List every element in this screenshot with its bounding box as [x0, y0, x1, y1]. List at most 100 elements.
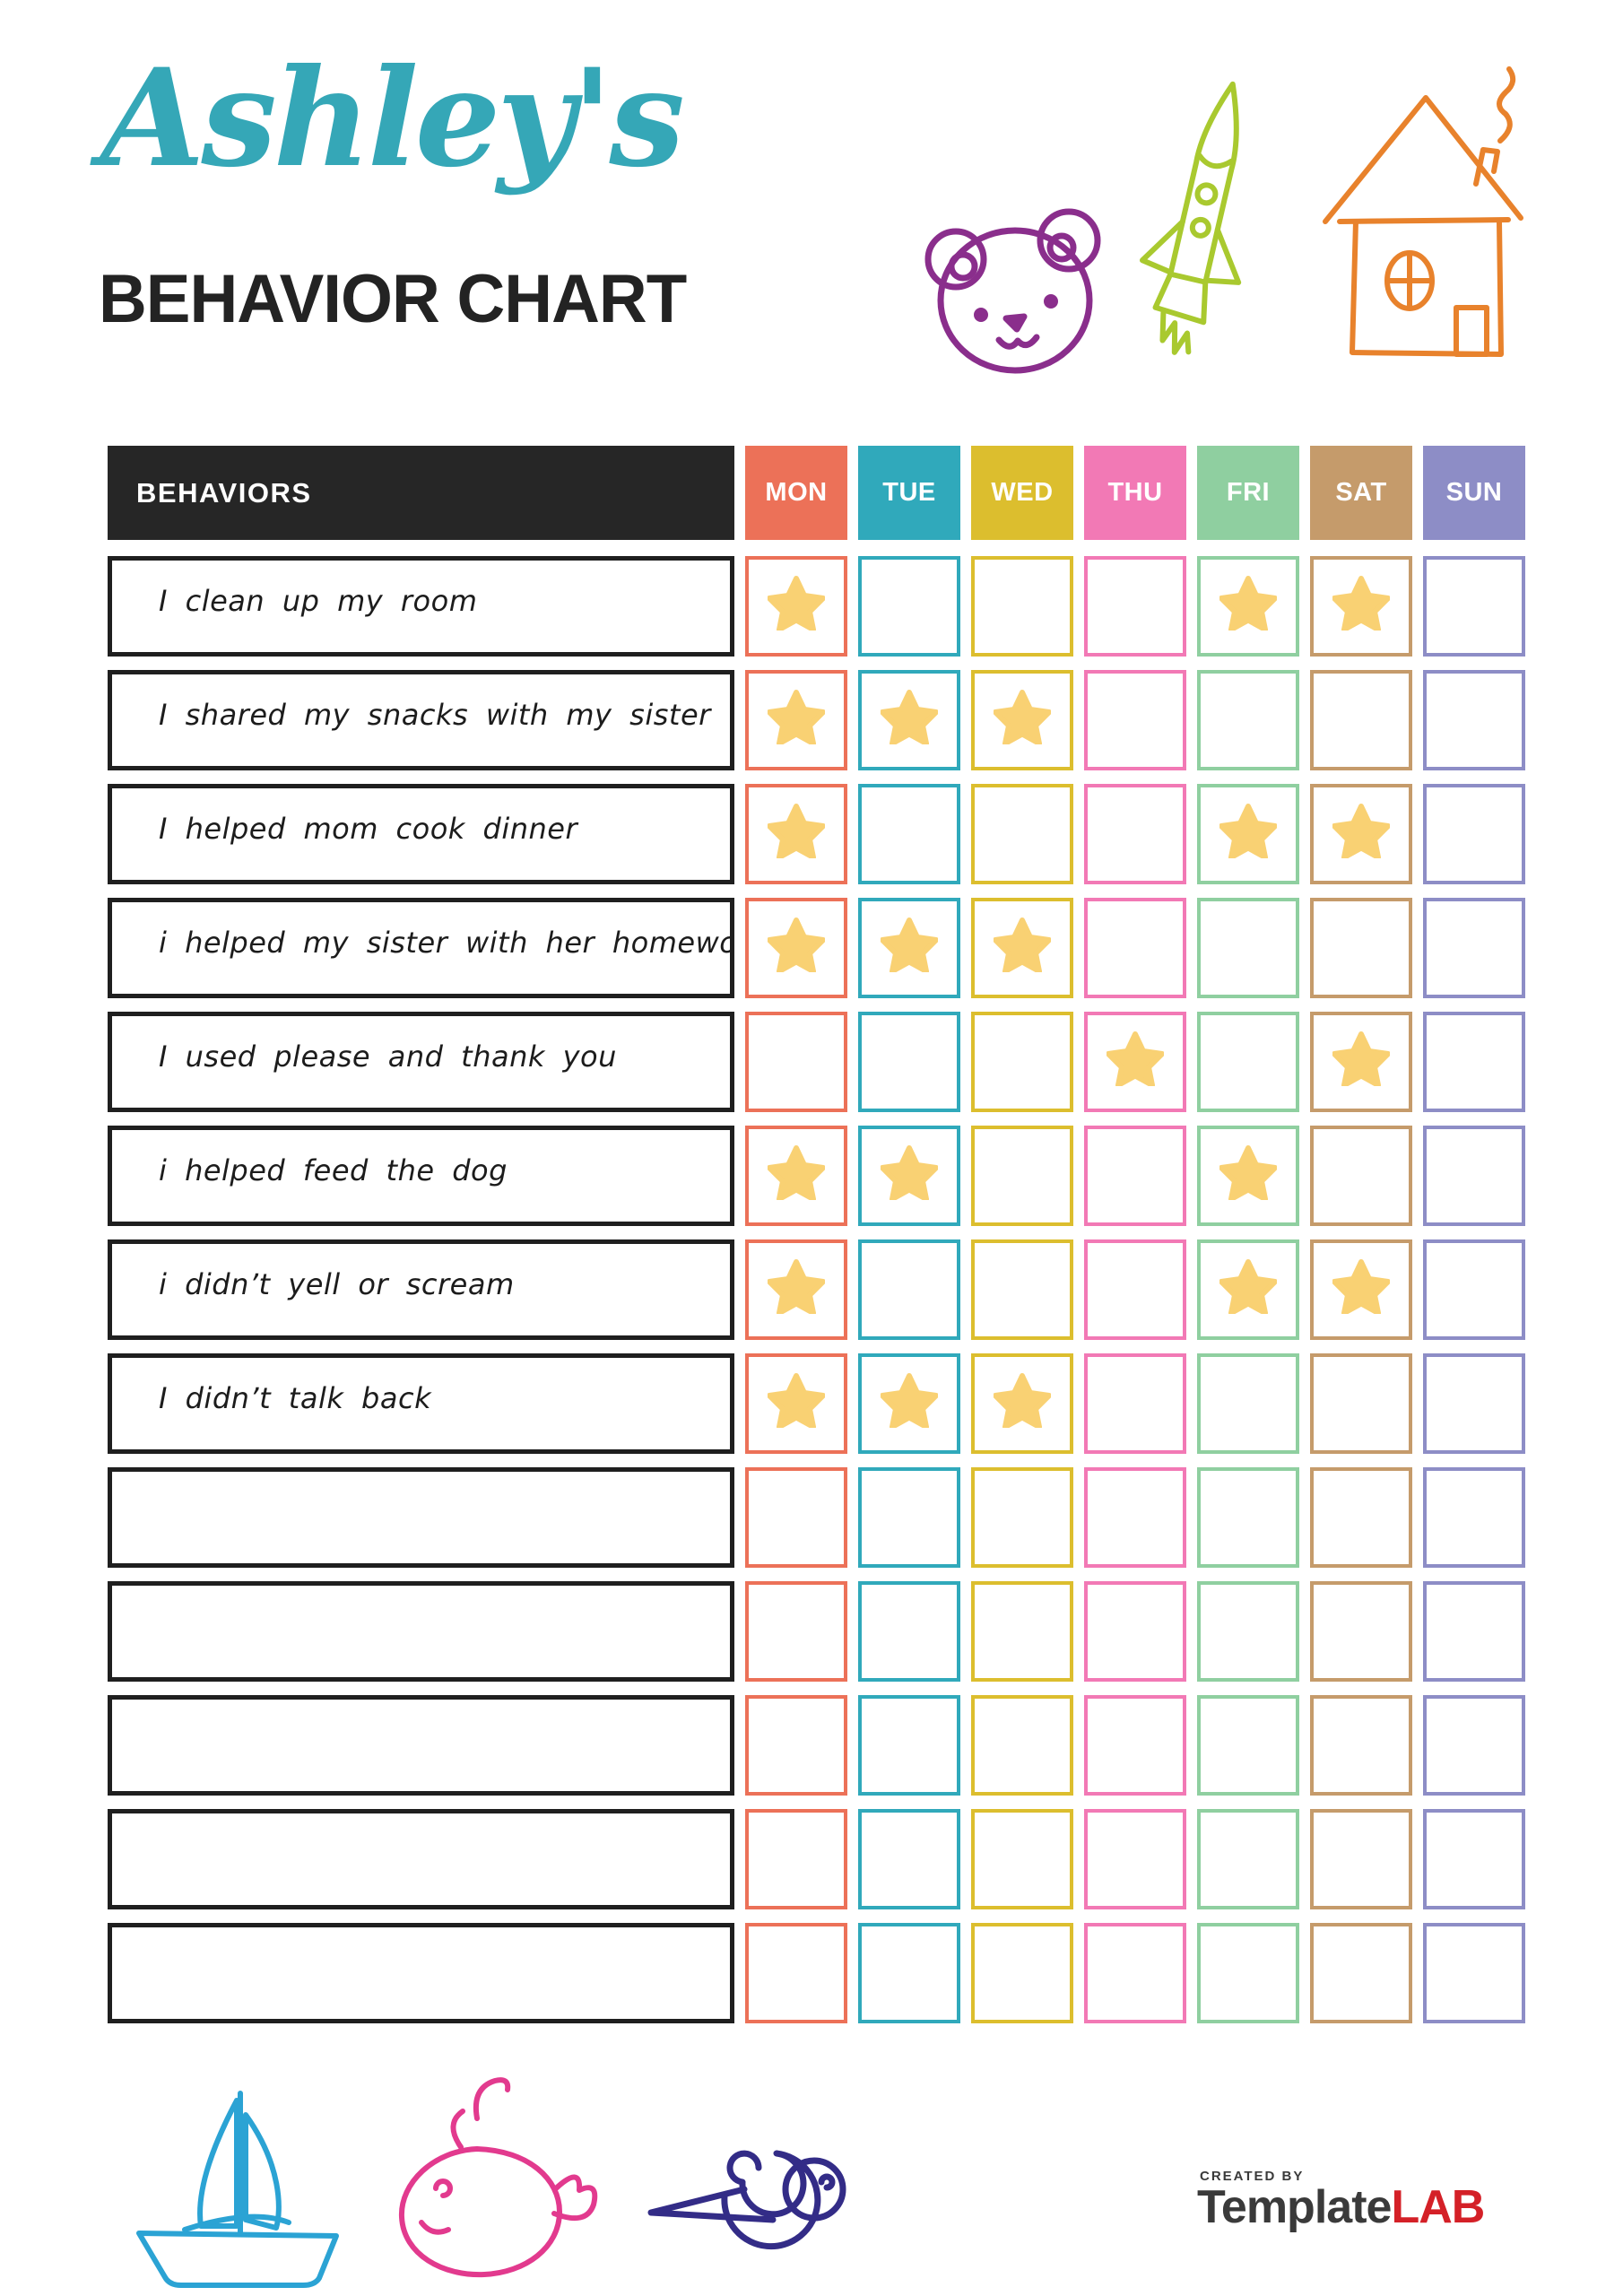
star-cell-thu — [1084, 1353, 1186, 1454]
table-header-row: BEHAVIORS MON TUE WED THU FRI SAT SUN — [108, 446, 1525, 540]
day-header-tue: TUE — [858, 446, 960, 540]
star-cell-wed — [971, 784, 1073, 884]
table-body: I clean up my room I shared my snacks wi… — [108, 556, 1525, 2023]
behavior-label — [108, 1809, 734, 1909]
star-icon — [768, 690, 825, 744]
star-icon — [1332, 1259, 1390, 1314]
star-cell-tue — [858, 898, 960, 998]
star-icon — [1219, 576, 1277, 631]
created-by-label: CREATED BY — [1200, 2169, 1305, 2184]
star-cell-fri — [1197, 1012, 1299, 1112]
star-cell-wed — [971, 1695, 1073, 1796]
star-cell-sun — [1423, 556, 1525, 657]
star-cell-mon — [745, 1923, 847, 2023]
star-icon — [994, 690, 1051, 744]
star-cell-tue — [858, 1581, 960, 1682]
star-icon — [768, 576, 825, 631]
star-cell-sun — [1423, 1012, 1525, 1112]
behavior-row — [108, 1467, 1525, 1568]
star-cell-thu — [1084, 1809, 1186, 1909]
star-cell-sun — [1423, 784, 1525, 884]
star-cell-thu — [1084, 1695, 1186, 1796]
star-icon — [994, 1373, 1051, 1428]
behavior-row — [108, 1695, 1525, 1796]
star-icon — [768, 804, 825, 858]
star-icon — [1332, 576, 1390, 631]
star-cell-sat — [1310, 1126, 1412, 1226]
day-header-sun: SUN — [1423, 446, 1525, 540]
behavior-label: I clean up my room — [108, 556, 734, 657]
star-cell-sat — [1310, 898, 1412, 998]
templatelab-logo: CREATED BY TemplateLAB — [1197, 2169, 1538, 2231]
star-cell-sun — [1423, 1923, 1525, 2023]
star-cell-thu — [1084, 1581, 1186, 1682]
star-cell-tue — [858, 1239, 960, 1340]
star-cell-tue — [858, 556, 960, 657]
behavior-label — [108, 1581, 734, 1682]
behavior-label: I used please and thank you — [108, 1012, 734, 1112]
star-cell-fri — [1197, 1695, 1299, 1796]
star-cell-tue — [858, 1012, 960, 1112]
behavior-label: I didn’t talk back — [108, 1353, 734, 1454]
star-cell-sun — [1423, 898, 1525, 998]
star-icon — [768, 1373, 825, 1428]
behavior-row: i didn’t yell or scream — [108, 1239, 1525, 1340]
star-cell-mon — [745, 1353, 847, 1454]
behavior-label: I shared my snacks with my sister — [108, 670, 734, 770]
brand-wordmark: TemplateLAB — [1197, 2184, 1538, 2231]
sailboat-icon — [136, 2091, 339, 2288]
behavior-row — [108, 1923, 1525, 2023]
star-icon — [1332, 1031, 1390, 1086]
star-cell-mon — [745, 1581, 847, 1682]
star-cell-mon — [745, 1809, 847, 1909]
snail-icon — [647, 2150, 846, 2250]
behavior-row: I didn’t talk back — [108, 1353, 1525, 1454]
star-cell-sun — [1423, 1581, 1525, 1682]
star-cell-thu — [1084, 1923, 1186, 2023]
star-cell-mon — [745, 556, 847, 657]
star-cell-wed — [971, 1126, 1073, 1226]
star-cell-wed — [971, 1239, 1073, 1340]
star-cell-tue — [858, 784, 960, 884]
star-cell-sat — [1310, 670, 1412, 770]
star-cell-mon — [745, 784, 847, 884]
behavior-row: I clean up my room — [108, 556, 1525, 657]
behavior-row — [108, 1581, 1525, 1682]
star-cell-fri — [1197, 898, 1299, 998]
star-cell-sat — [1310, 1353, 1412, 1454]
rocket-icon — [1140, 81, 1242, 355]
star-cell-thu — [1084, 1239, 1186, 1340]
star-cell-tue — [858, 1467, 960, 1568]
brand-accent: LAB — [1391, 2181, 1485, 2233]
star-cell-wed — [971, 556, 1073, 657]
star-cell-sat — [1310, 556, 1412, 657]
star-cell-thu — [1084, 1126, 1186, 1226]
star-cell-mon — [745, 1239, 847, 1340]
star-cell-wed — [971, 670, 1073, 770]
behavior-label: i helped feed the dog — [108, 1126, 734, 1226]
star-cell-sun — [1423, 670, 1525, 770]
day-header-thu: THU — [1084, 446, 1186, 540]
star-cell-fri — [1197, 1581, 1299, 1682]
star-cell-wed — [971, 1467, 1073, 1568]
star-cell-mon — [745, 1695, 847, 1796]
star-cell-wed — [971, 1923, 1073, 2023]
page-title: BEHAVIOR CHART — [99, 261, 687, 337]
star-cell-mon — [745, 670, 847, 770]
star-cell-wed — [971, 1353, 1073, 1454]
star-cell-sat — [1310, 1239, 1412, 1340]
star-cell-sat — [1310, 1012, 1412, 1112]
whale-icon — [398, 2077, 598, 2278]
star-icon — [1219, 804, 1277, 858]
star-cell-fri — [1197, 1467, 1299, 1568]
behavior-label: i didn’t yell or scream — [108, 1239, 734, 1340]
day-header-sat: SAT — [1310, 446, 1412, 540]
behavior-label — [108, 1923, 734, 2023]
star-cell-wed — [971, 1012, 1073, 1112]
star-cell-fri — [1197, 1126, 1299, 1226]
star-cell-thu — [1084, 1012, 1186, 1112]
star-cell-tue — [858, 1809, 960, 1909]
child-name-title: Ashley's — [100, 39, 685, 197]
star-cell-sat — [1310, 1695, 1412, 1796]
star-cell-mon — [745, 898, 847, 998]
